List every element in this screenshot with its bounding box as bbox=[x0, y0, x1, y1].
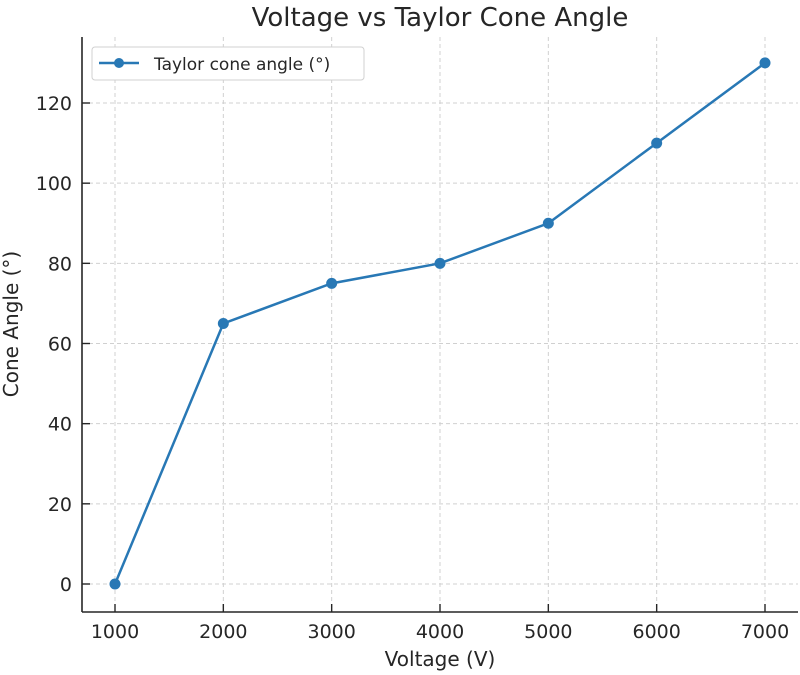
data-point bbox=[651, 137, 663, 149]
data-point bbox=[326, 277, 338, 289]
grid bbox=[82, 37, 798, 612]
legend-box bbox=[91, 46, 365, 81]
legend-label: Taylor cone angle (°) bbox=[153, 55, 330, 75]
x-tick-label: 2000 bbox=[199, 621, 247, 643]
data-point bbox=[759, 57, 771, 69]
x-tick-label: 7000 bbox=[741, 621, 789, 643]
x-tick-label: 1000 bbox=[91, 621, 139, 643]
y-tick-label: 120 bbox=[36, 93, 72, 115]
y-tick-label: 100 bbox=[36, 173, 72, 195]
series bbox=[109, 57, 771, 590]
data-point bbox=[542, 217, 554, 229]
legend: Taylor cone angle (°) bbox=[91, 46, 365, 81]
y-tick-label: 80 bbox=[48, 253, 72, 275]
x-tick-label: 4000 bbox=[416, 621, 464, 643]
x-axis-label: Voltage (V) bbox=[385, 647, 496, 671]
y-tick-label: 40 bbox=[48, 414, 72, 436]
x-tick-label: 5000 bbox=[524, 621, 572, 643]
data-point bbox=[434, 257, 446, 269]
ticks: 1000 2000 3000 4000 5000 6000 7000 0 20 40 60 80 100… bbox=[36, 93, 789, 643]
series-line bbox=[113, 61, 766, 585]
y-tick-label: 0 bbox=[60, 574, 72, 596]
y-tick-label: 20 bbox=[48, 494, 72, 516]
legend-marker bbox=[114, 58, 124, 68]
y-axis-label: Cone Angle (°) bbox=[0, 251, 23, 397]
data-point bbox=[217, 317, 229, 329]
data-point bbox=[109, 578, 121, 590]
x-tick-label: 6000 bbox=[632, 621, 680, 643]
y-tick-label: 60 bbox=[48, 334, 72, 356]
chart-title: Voltage vs Taylor Cone Angle bbox=[252, 3, 629, 33]
x-tick-label: 3000 bbox=[307, 621, 355, 643]
